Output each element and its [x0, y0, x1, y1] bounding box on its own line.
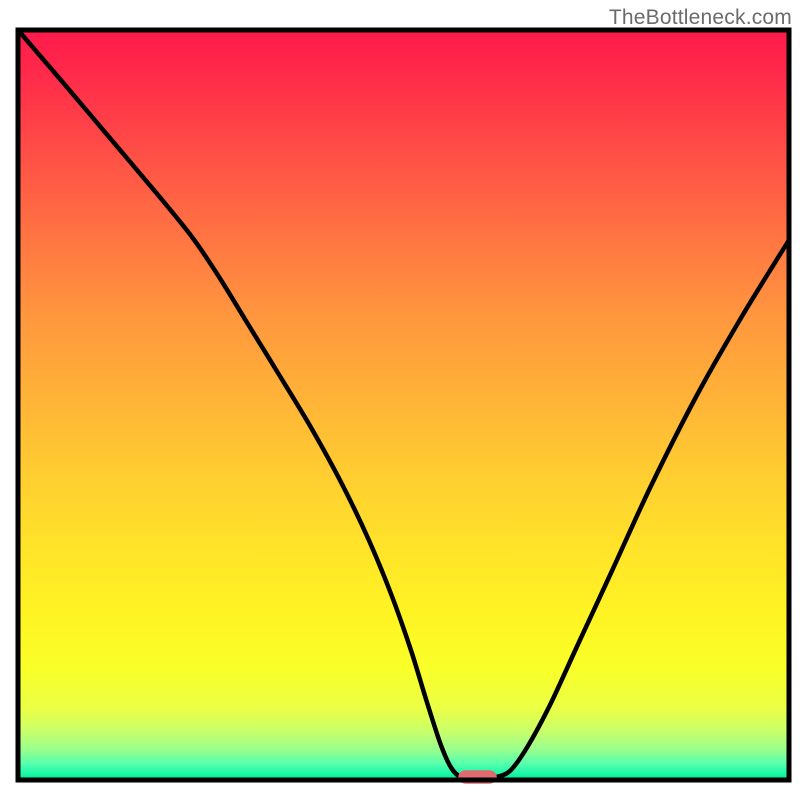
gradient-curve-chart: [0, 0, 800, 800]
chart-frame: TheBottleneck.com: [0, 0, 800, 800]
watermark-text: TheBottleneck.com: [609, 6, 792, 30]
plot-background: [18, 30, 789, 780]
